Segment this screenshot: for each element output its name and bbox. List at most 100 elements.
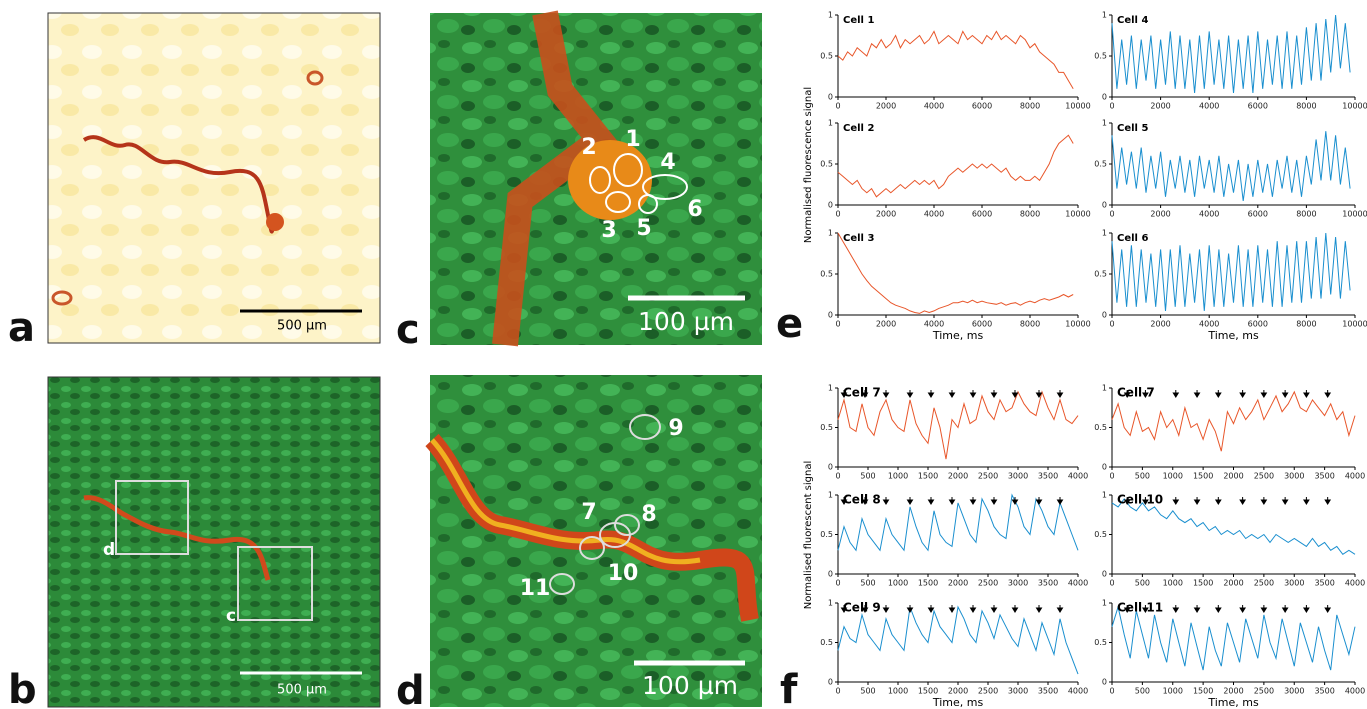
x-tick-label: 3000 <box>1008 687 1028 696</box>
event-arrow <box>969 390 977 398</box>
y-tick-label: 0 <box>1102 93 1107 102</box>
event-arrow <box>1239 605 1247 613</box>
y-tick-label: 0 <box>1102 570 1107 579</box>
panel-label: c <box>396 307 420 353</box>
y-tick-label: 1 <box>1102 119 1107 128</box>
x-tick-label: 8000 <box>1296 102 1316 111</box>
x-tick-label: 3000 <box>1008 579 1028 588</box>
x-tick-label: 4000 <box>1345 687 1365 696</box>
event-arrow <box>1302 605 1310 613</box>
x-tick-label: 1500 <box>918 579 938 588</box>
chart-title: Cell 2 <box>843 123 874 134</box>
x-tick-label: 10000 <box>1065 102 1090 111</box>
panel-label: e <box>776 301 803 347</box>
scale-label: 100 µm <box>638 307 734 336</box>
event-arrow <box>1214 390 1222 398</box>
x-tick-label: 6000 <box>1248 102 1268 111</box>
x-tick-label: 500 <box>1135 687 1150 696</box>
x-tick-label: 6000 <box>1248 320 1268 329</box>
cell-number: 9 <box>668 416 683 441</box>
trace <box>1111 14 1351 93</box>
y-tick-label: 1 <box>828 119 833 128</box>
y-tick-label: 0.5 <box>1094 638 1107 647</box>
y-tick-label: 0 <box>828 570 833 579</box>
x-tick-label: 0 <box>835 687 840 696</box>
x-tick-label: 2500 <box>978 687 998 696</box>
cell-outline <box>638 194 658 214</box>
event-arrow <box>948 605 956 613</box>
event-arrow <box>882 605 890 613</box>
x-tick-label: 3000 <box>1008 472 1028 481</box>
event-arrow <box>1239 390 1247 398</box>
event-arrow <box>1056 605 1064 613</box>
panel-b: d c 500 µm b <box>8 376 381 709</box>
event-arrow <box>1214 605 1222 613</box>
y-tick-label: 0.5 <box>820 530 833 539</box>
x-tick-label: 0 <box>1109 102 1114 111</box>
x-tick-label: 8000 <box>1020 102 1040 111</box>
soma <box>306 70 324 86</box>
event-arrow <box>1123 605 1131 613</box>
cell-number: 4 <box>660 150 675 175</box>
x-tick-label: 2500 <box>978 579 998 588</box>
cell-number: 3 <box>601 218 616 243</box>
zoom-box <box>237 546 313 621</box>
event-arrow <box>1239 497 1247 505</box>
y-tick-label: 0.5 <box>1094 160 1107 169</box>
box-label: d <box>103 540 115 560</box>
event-arrow <box>1142 497 1149 505</box>
x-tick-label: 4000 <box>924 210 944 219</box>
event-arrow <box>1193 497 1201 505</box>
event-arrow <box>906 497 914 505</box>
chart-title: Cell 4 <box>1117 15 1148 26</box>
x-tick-label: 3500 <box>1038 472 1058 481</box>
chart-title: Cell 7 <box>1117 386 1155 400</box>
x-tick-label: 3500 <box>1314 472 1334 481</box>
x-tick-label: 2500 <box>1254 579 1274 588</box>
cell-outline <box>549 573 575 595</box>
x-tick-label: 4000 <box>924 320 944 329</box>
x-tick-label: 500 <box>860 579 875 588</box>
cell-number: 7 <box>581 500 596 525</box>
y-tick-label: 0 <box>828 463 833 472</box>
trace <box>1111 131 1351 201</box>
x-tick-label: 10000 <box>1342 320 1367 329</box>
y-tick-label: 1 <box>1102 384 1107 393</box>
x-tick-label: 0 <box>1109 687 1114 696</box>
scale-label: 500 µm <box>277 319 327 334</box>
event-arrow <box>840 497 848 505</box>
chart-title: Cell 1 <box>843 15 874 26</box>
x-tick-label: 4000 <box>1199 210 1219 219</box>
y-tick-label: 0.5 <box>820 270 833 279</box>
x-tick-label: 2000 <box>876 210 896 219</box>
zoom-box <box>115 480 189 555</box>
y-tick-label: 1 <box>828 384 833 393</box>
event-arrow <box>882 497 890 505</box>
cell-number: 6 <box>687 197 702 222</box>
x-tick-label: 6000 <box>972 320 992 329</box>
x-tick-label: 2000 <box>948 687 968 696</box>
x-tick-label: 0 <box>835 579 840 588</box>
chart-title: Cell 11 <box>1117 601 1163 615</box>
x-tick-label: 2000 <box>1150 102 1170 111</box>
y-axis-label: Normalised fluorescent signal <box>803 461 814 610</box>
event-arrow <box>1142 390 1149 398</box>
chart-title: Cell 10 <box>1117 493 1163 507</box>
trace <box>837 605 1079 675</box>
event-arrow <box>1260 497 1268 505</box>
x-tick-label: 2000 <box>1223 579 1243 588</box>
y-axis-label: Normalised fluorescence signal <box>803 87 814 243</box>
micrograph <box>47 12 381 344</box>
event-arrow <box>861 605 869 613</box>
event-arrow <box>1193 605 1201 613</box>
x-tick-label: 1000 <box>1163 687 1183 696</box>
cell-number: 1 <box>625 127 640 152</box>
y-tick-label: 0 <box>1102 678 1107 687</box>
x-tick-label: 0 <box>1109 472 1114 481</box>
x-tick-label: 0 <box>835 320 840 329</box>
x-tick-label: 3500 <box>1314 687 1334 696</box>
x-tick-label: 3000 <box>1284 472 1304 481</box>
y-tick-label: 0 <box>1102 201 1107 210</box>
event-arrow <box>882 390 890 398</box>
x-tick-label: 0 <box>835 472 840 481</box>
